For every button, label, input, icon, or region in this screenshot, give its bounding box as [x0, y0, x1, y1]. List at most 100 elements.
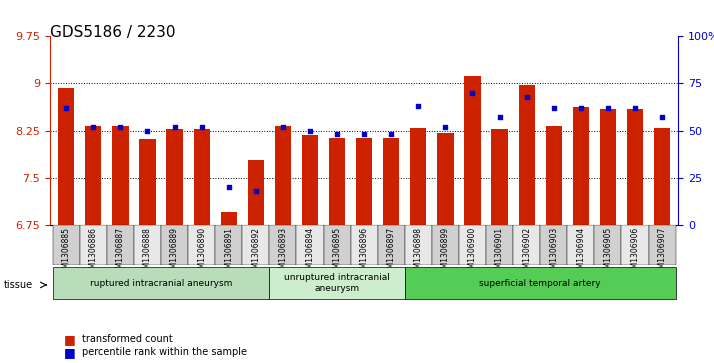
Bar — [166, 129, 183, 225]
Point — [115, 124, 126, 130]
Text: ■: ■ — [64, 333, 76, 346]
Bar — [464, 76, 481, 225]
Text: GSM1306897: GSM1306897 — [387, 227, 396, 278]
FancyBboxPatch shape — [107, 225, 134, 265]
Point — [250, 188, 261, 194]
Text: GSM1306900: GSM1306900 — [468, 227, 477, 278]
Bar — [383, 138, 399, 225]
Point — [386, 131, 397, 137]
FancyBboxPatch shape — [594, 225, 621, 265]
Text: superficial temporal artery: superficial temporal artery — [479, 279, 601, 287]
Point — [467, 90, 478, 96]
FancyBboxPatch shape — [621, 225, 648, 265]
Text: GSM1306901: GSM1306901 — [495, 227, 504, 278]
Bar — [248, 160, 264, 225]
Text: GSM1306886: GSM1306886 — [89, 227, 98, 278]
Text: GSM1306888: GSM1306888 — [143, 227, 152, 278]
FancyBboxPatch shape — [459, 225, 486, 265]
FancyBboxPatch shape — [567, 225, 594, 265]
Text: ■: ■ — [64, 346, 76, 359]
FancyBboxPatch shape — [188, 225, 215, 265]
Point — [61, 105, 72, 111]
Text: GSM1306898: GSM1306898 — [414, 227, 423, 278]
FancyBboxPatch shape — [242, 225, 269, 265]
FancyBboxPatch shape — [323, 225, 351, 265]
Bar — [654, 127, 670, 225]
Point — [521, 94, 533, 99]
Text: GSM1306903: GSM1306903 — [549, 227, 558, 278]
Bar — [491, 129, 508, 225]
Bar — [221, 212, 237, 225]
Point — [169, 124, 180, 130]
Bar — [85, 126, 101, 225]
FancyBboxPatch shape — [296, 225, 323, 265]
Bar — [329, 138, 345, 225]
Point — [440, 124, 451, 130]
Text: GSM1306906: GSM1306906 — [630, 227, 640, 278]
FancyBboxPatch shape — [540, 225, 567, 265]
FancyBboxPatch shape — [513, 225, 540, 265]
Text: GSM1306893: GSM1306893 — [278, 227, 288, 278]
Point — [413, 103, 424, 109]
Point — [656, 115, 668, 121]
Point — [142, 128, 154, 134]
Point — [277, 124, 288, 130]
FancyBboxPatch shape — [215, 225, 242, 265]
Bar — [58, 88, 74, 225]
Text: GSM1306895: GSM1306895 — [333, 227, 341, 278]
FancyBboxPatch shape — [134, 225, 161, 265]
Bar — [518, 85, 535, 225]
Text: GSM1306890: GSM1306890 — [197, 227, 206, 278]
Text: ruptured intracranial aneurysm: ruptured intracranial aneurysm — [90, 279, 232, 287]
FancyBboxPatch shape — [378, 225, 405, 265]
Bar — [112, 126, 129, 225]
Point — [331, 131, 343, 137]
Bar — [627, 109, 643, 225]
FancyBboxPatch shape — [269, 225, 296, 265]
Text: GSM1306887: GSM1306887 — [116, 227, 125, 278]
Point — [358, 131, 370, 137]
FancyBboxPatch shape — [53, 225, 80, 265]
Text: GSM1306905: GSM1306905 — [603, 227, 613, 278]
Bar — [275, 126, 291, 225]
Text: tissue: tissue — [4, 280, 33, 290]
Text: transformed count: transformed count — [82, 334, 173, 344]
Point — [196, 124, 207, 130]
Point — [223, 184, 234, 190]
FancyBboxPatch shape — [351, 225, 378, 265]
Text: GSM1306889: GSM1306889 — [170, 227, 179, 278]
Point — [88, 124, 99, 130]
Bar — [600, 109, 616, 225]
Point — [494, 115, 506, 121]
FancyBboxPatch shape — [405, 225, 432, 265]
Point — [602, 105, 613, 111]
FancyBboxPatch shape — [648, 225, 675, 265]
FancyBboxPatch shape — [80, 225, 107, 265]
Text: GSM1306907: GSM1306907 — [658, 227, 667, 278]
Text: unruptured intracranial
aneurysm: unruptured intracranial aneurysm — [284, 273, 390, 293]
Point — [575, 105, 586, 111]
Text: GSM1306885: GSM1306885 — [61, 227, 71, 278]
FancyBboxPatch shape — [53, 267, 269, 299]
Text: GDS5186 / 2230: GDS5186 / 2230 — [50, 25, 176, 40]
Text: GSM1306904: GSM1306904 — [576, 227, 585, 278]
FancyBboxPatch shape — [269, 267, 405, 299]
FancyBboxPatch shape — [432, 225, 459, 265]
Bar — [139, 139, 156, 225]
Text: GSM1306899: GSM1306899 — [441, 227, 450, 278]
Point — [629, 105, 640, 111]
Bar — [302, 135, 318, 225]
Text: GSM1306892: GSM1306892 — [251, 227, 261, 278]
Point — [548, 105, 560, 111]
Bar — [437, 132, 453, 225]
Text: GSM1306894: GSM1306894 — [306, 227, 314, 278]
Point — [304, 128, 316, 134]
FancyBboxPatch shape — [405, 267, 675, 299]
Bar — [356, 138, 372, 225]
Text: GSM1306902: GSM1306902 — [522, 227, 531, 278]
FancyBboxPatch shape — [486, 225, 513, 265]
FancyBboxPatch shape — [161, 225, 188, 265]
Bar — [410, 127, 426, 225]
Bar — [573, 107, 589, 225]
Text: GSM1306896: GSM1306896 — [360, 227, 368, 278]
